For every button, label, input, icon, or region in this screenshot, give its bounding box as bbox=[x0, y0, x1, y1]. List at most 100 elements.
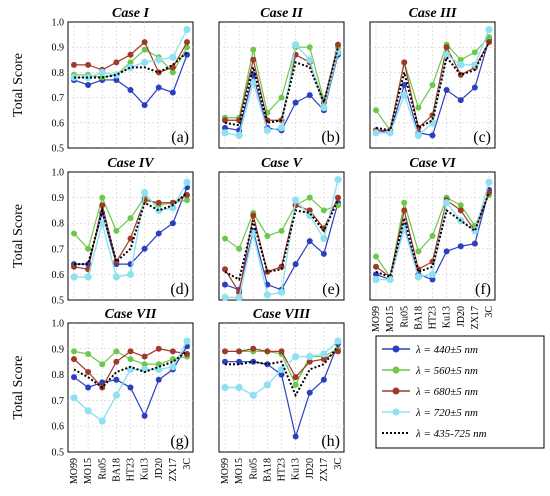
panel-8: Case VIII (h) MO99 MO15 Ru05 BA18 HT23 Ku13 JD20… bbox=[218, 307, 345, 484]
data-point bbox=[486, 34, 492, 41]
legend-label: λ = 720±5 nm bbox=[415, 407, 478, 419]
data-point bbox=[443, 51, 451, 59]
data-point bbox=[236, 358, 243, 365]
data-point bbox=[401, 59, 408, 66]
data-point bbox=[71, 230, 77, 237]
data-point bbox=[85, 245, 92, 252]
data-point bbox=[71, 263, 77, 270]
data-point bbox=[278, 348, 285, 355]
data-point bbox=[277, 365, 286, 374]
data-point bbox=[428, 270, 437, 278]
data-point bbox=[126, 270, 135, 278]
y-tick-label: 0.7 bbox=[52, 244, 65, 255]
data-point bbox=[112, 273, 120, 281]
data-point bbox=[183, 178, 191, 186]
data-point bbox=[428, 119, 437, 127]
data-point bbox=[292, 99, 299, 106]
data-point bbox=[485, 178, 493, 186]
panel-4: 0.5 0.6 0.7 0.8 0.9 1.0 Case IV (d) bbox=[52, 156, 194, 307]
data-point bbox=[222, 124, 228, 131]
data-point bbox=[221, 293, 229, 302]
data-point bbox=[414, 273, 422, 281]
data-point bbox=[263, 291, 271, 299]
panel-title: Case III bbox=[409, 6, 457, 21]
data-point bbox=[155, 199, 162, 206]
data-point bbox=[457, 56, 464, 63]
y-tick-label: 0.8 bbox=[52, 370, 65, 381]
x-tick-label: Ku13 bbox=[291, 458, 302, 480]
data-point bbox=[235, 293, 243, 302]
data-point bbox=[278, 227, 285, 234]
data-point bbox=[306, 92, 313, 99]
series-line-5 bbox=[375, 192, 490, 279]
y-tick-label: 0.5 bbox=[52, 144, 65, 155]
panel-7: 0.5 0.6 0.7 0.8 0.9 1.0 Case VII (g) MO99 MO15 Ru0… bbox=[52, 307, 194, 484]
data-point bbox=[250, 56, 257, 63]
data-point bbox=[335, 41, 341, 48]
data-point bbox=[98, 417, 106, 425]
data-point bbox=[183, 337, 191, 345]
data-point bbox=[141, 188, 149, 197]
data-point bbox=[264, 348, 271, 355]
panel-2: Case II (b) bbox=[218, 6, 345, 149]
data-point bbox=[292, 261, 299, 268]
data-point bbox=[306, 358, 313, 365]
data-point bbox=[443, 87, 450, 94]
data-point bbox=[155, 230, 162, 237]
panel-tag: (e) bbox=[322, 281, 340, 298]
data-point bbox=[320, 250, 327, 257]
data-point bbox=[85, 82, 92, 88]
x-tick-label: MO99 bbox=[371, 306, 382, 332]
data-point bbox=[155, 56, 163, 64]
data-point bbox=[183, 25, 191, 34]
data-point bbox=[127, 356, 134, 363]
legend-label: λ = 560±5 nm bbox=[415, 365, 478, 377]
data-point bbox=[236, 245, 243, 252]
data-point bbox=[429, 276, 436, 283]
data-point bbox=[155, 376, 162, 383]
y-tick-label: 0.5 bbox=[52, 296, 65, 307]
legend: λ = 440±5 nm λ = 560±5 nm λ = 680±5 nm λ = … bbox=[375, 335, 545, 449]
series-line-5 bbox=[74, 191, 188, 266]
panel-title: Case IV bbox=[107, 156, 155, 171]
data-point bbox=[306, 389, 313, 396]
data-point bbox=[141, 361, 148, 368]
data-point bbox=[471, 49, 478, 56]
data-point bbox=[264, 233, 271, 239]
data-point bbox=[278, 371, 285, 378]
y-axis-label: Total Score bbox=[11, 204, 26, 268]
data-point bbox=[71, 61, 77, 68]
data-point bbox=[372, 129, 380, 137]
data-point bbox=[184, 350, 190, 357]
data-point bbox=[471, 61, 479, 69]
data-point bbox=[141, 102, 148, 109]
y-tick-label: 0.6 bbox=[52, 270, 65, 281]
data-point bbox=[429, 233, 436, 239]
data-point bbox=[222, 266, 228, 273]
data-point bbox=[457, 97, 464, 104]
data-point bbox=[457, 202, 464, 209]
data-point bbox=[235, 383, 243, 392]
panel-title: Case VII bbox=[105, 307, 157, 322]
panel-3: Case III (c) bbox=[369, 6, 496, 149]
legend-label: λ = 440±5 nm bbox=[415, 344, 478, 356]
data-point bbox=[99, 361, 106, 368]
panel-tag: (c) bbox=[473, 129, 491, 146]
data-point bbox=[222, 117, 228, 124]
data-point bbox=[334, 176, 342, 184]
y-tick-label: 0.5 bbox=[52, 448, 65, 459]
data-point bbox=[222, 281, 228, 288]
data-point bbox=[113, 358, 120, 365]
data-point bbox=[429, 132, 436, 139]
x-tick-label: MO99 bbox=[220, 458, 231, 484]
data-point bbox=[263, 126, 271, 134]
data-point bbox=[443, 44, 450, 51]
data-point bbox=[250, 212, 257, 219]
data-point bbox=[372, 275, 380, 284]
x-tick-label: Ru05 bbox=[399, 306, 410, 328]
data-point bbox=[277, 124, 286, 132]
x-tick-label: BA18 bbox=[262, 458, 273, 482]
data-point bbox=[169, 53, 177, 61]
data-point bbox=[250, 345, 257, 352]
